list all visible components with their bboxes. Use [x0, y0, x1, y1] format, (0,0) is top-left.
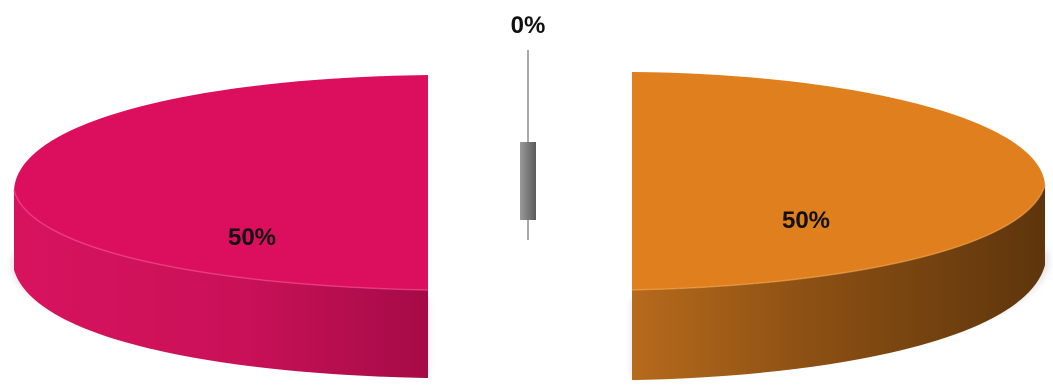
pie-slice-2-side: [632, 185, 1045, 380]
pie-slice-1-side: [14, 190, 428, 378]
pie-slice-2-top: [632, 72, 1045, 290]
pie-slice-2[interactable]: [631, 72, 1046, 380]
data-label-3: 0%: [511, 12, 546, 39]
pie-slice-1-top: [14, 75, 428, 290]
pie-slice-3[interactable]: [520, 50, 536, 240]
data-label-2: 50%: [782, 207, 830, 234]
pie-slice-3-side: [520, 142, 536, 220]
data-label-1: 50%: [228, 224, 276, 251]
pie-slice-1[interactable]: [13, 75, 429, 378]
